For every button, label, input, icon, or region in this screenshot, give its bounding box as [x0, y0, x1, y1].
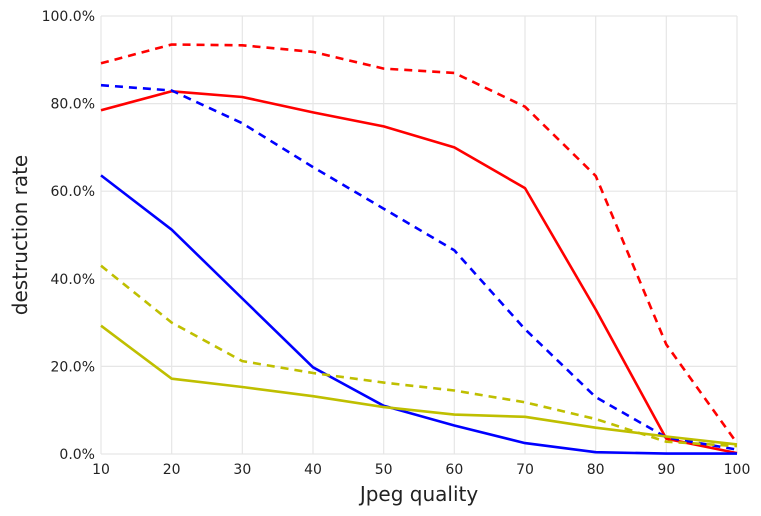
x-tick-label: 70: [516, 462, 534, 478]
x-tick-label: 10: [92, 462, 110, 478]
series-line-red-solid: [100, 90, 738, 455]
x-tick-label: 60: [445, 462, 463, 478]
x-tick-label: 90: [657, 462, 675, 478]
y-tick-label: 20.0%: [51, 359, 95, 375]
x-tick-label: 100: [724, 462, 751, 478]
y-tick-label: 60.0%: [51, 184, 95, 200]
y-tick-label: 0.0%: [59, 447, 95, 463]
x-tick-label: 40: [304, 462, 322, 478]
series-line-red-dashed: [100, 43, 739, 444]
y-tick-label: 100.0%: [42, 9, 95, 25]
y-axis-label: destruction rate: [8, 155, 32, 315]
plot-background: [101, 16, 737, 454]
series-line-blue-dashed: [100, 83, 738, 451]
y-tick-label: 80.0%: [51, 97, 95, 113]
gridlines: [100, 15, 738, 455]
x-tick-labels: 10 20 30 40 50 60 70 80 90 100: [92, 462, 750, 478]
x-tick-label: 30: [233, 462, 251, 478]
series-line-yellow-dashed: [100, 264, 738, 448]
y-tick-label: 40.0%: [51, 272, 95, 288]
y-tick-labels: 0.0% 20.0% 40.0% 60.0% 80.0% 100.0%: [42, 9, 95, 463]
series-line-yellow-solid: [100, 324, 738, 446]
series-line-blue-solid: [100, 174, 737, 455]
x-axis-label: Jpeg quality: [358, 482, 479, 506]
x-tick-label: 80: [587, 462, 605, 478]
series-lines: [100, 43, 739, 455]
x-tick-label: 20: [163, 462, 181, 478]
x-tick-label: 50: [375, 462, 393, 478]
